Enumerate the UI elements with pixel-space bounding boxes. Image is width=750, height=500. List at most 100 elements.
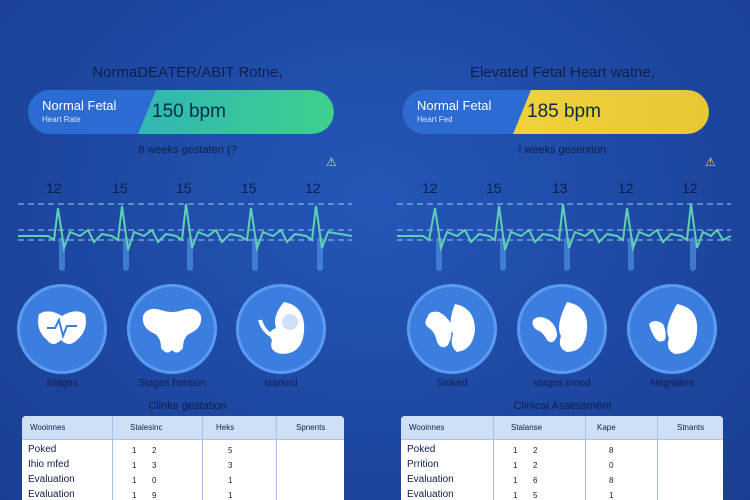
stage-label: Negralent [650,378,694,389]
placenta-icon [142,308,202,353]
row-label: Evaluation [407,489,454,500]
stage-icons: Stoked stages Inood Negralent [375,284,750,394]
column-divider [585,416,586,500]
rate-label: 15 [241,180,257,196]
column-header: Stnants [677,423,705,432]
heart-rate-pill: Normal Fetal Heart Rate 150 bpm [28,90,334,134]
ecg-waveform [18,203,352,271]
row-value: 1 [513,446,518,455]
row-value: 8 [609,446,614,455]
pill-sublabel: Heart Rate [42,115,81,124]
pill-label: Normal Fetal [42,98,117,113]
stage-circle [627,284,717,374]
panel-title: NormaDEATER/ABIT Rotne, [92,64,283,81]
table-header: Wooinnes Stalesinc Heks Spnents [22,416,344,440]
stage-icons: Stages Stages frention starlord [0,284,375,394]
table-row: Poked 1 2 5 [22,444,344,459]
row-value: 2 [152,446,157,455]
row-value: 1 [132,461,137,470]
rate-label: 12 [305,180,321,196]
heart-rate-value: 185 bpm [527,101,601,122]
row-value: 1 [228,491,233,500]
heart-monitor-icon [38,311,86,344]
stage-label: Stages [46,378,78,389]
pill-label-cap: Normal Fetal Heart Rate [28,90,156,134]
placenta-fetus-icon [532,302,588,352]
stage-label: stages Inood [533,378,591,389]
heart-rate-pill: Normal Fetal Heart Fed 185 bpm [403,90,709,134]
table-header: Wooinnes Stalanse Kape Stnants [401,416,723,440]
column-divider [657,416,658,500]
table-row: Evaluation 1 0 1 [22,474,344,489]
row-value: 5 [228,446,233,455]
column-divider [112,416,113,500]
stage-label: Stoked [436,378,468,389]
column-divider [276,416,277,500]
ecg-waveform [397,203,731,271]
column-header: Heks [216,423,235,432]
pill-label-cap: Normal Fetal Heart Fed [403,90,531,134]
fetus-icon [258,302,305,354]
row-value: 0 [152,476,157,485]
placenta-icon [425,304,475,352]
row-value: 2 [533,446,538,455]
stage-label: starlord [264,378,298,389]
row-value: 2 [533,461,538,470]
column-header: Stalesinc [130,423,163,432]
stage-circle [17,284,107,374]
row-value: 1 [132,476,137,485]
rate-labels: 12 15 15 15 12 [0,180,375,198]
column-header: Kape [597,423,616,432]
warning-triangle-icon: ⚠ [705,155,716,169]
stage-circle [517,284,607,374]
table-row: Ihio mfed 1 3 3 [22,459,344,474]
row-value: 5 [533,491,538,500]
table-row: Evaluation 1 6 8 [401,474,723,489]
row-value: 9 [152,491,157,500]
rate-label: 12 [46,180,62,196]
column-header: Stalanse [511,423,543,432]
row-value: 3 [228,461,233,470]
fetus-icon [649,304,698,354]
row-value: 0 [609,461,614,470]
rate-label: 12 [422,180,438,196]
table-title: Clinical Assessment [513,400,612,412]
row-value: 1 [132,446,137,455]
pill-label: Normal Fetal [417,98,492,113]
row-label: Prrition [407,459,439,470]
stage-circle [407,284,497,374]
column-header: Spnents [296,423,326,432]
column-header: Wooinnes [409,423,445,432]
row-value: 1 [513,476,518,485]
column-header: Wooinnes [30,423,66,432]
panel-title: Elevated Fetal Heart watne, [469,64,656,81]
row-value: 1 [513,461,518,470]
elevated-heart-rate-panel: Elevated Fetal Heart watne, Normal Fetal… [375,0,750,500]
rate-label: 12 [618,180,634,196]
row-label: Evaluation [28,489,75,500]
stage-circle [236,284,326,374]
row-label: Evaluation [407,474,454,485]
row-value: 8 [609,476,614,485]
clinical-table: Wooinnes Stalesinc Heks Spnents Poked 1 … [22,416,344,500]
column-divider [493,416,494,500]
row-label: Poked [407,444,436,455]
stage-label: Stages frention [138,378,206,389]
row-label: Poked [28,444,57,455]
table-title: Clinke gestation [148,400,227,412]
pill-sublabel: Heart Fed [417,115,453,124]
row-label: Ihio mfed [28,459,70,470]
rate-label: 15 [176,180,192,196]
gestation-weeks: 8 weeks gestaten (? [138,144,237,156]
rate-label: 15 [112,180,128,196]
rate-label: 13 [552,180,568,196]
row-label: Evaluation [28,474,75,485]
table-row: Prrition 1 2 0 [401,459,723,474]
heart-rate-value: 150 bpm [152,101,226,122]
table-row: Evaluation 1 9 1 [22,489,344,500]
column-divider [202,416,203,500]
table-row: Evaluation 1 5 1 [401,489,723,500]
row-value: 1 [513,491,518,500]
warning-triangle-icon: ⚠ [326,155,337,169]
row-value: 1 [132,491,137,500]
